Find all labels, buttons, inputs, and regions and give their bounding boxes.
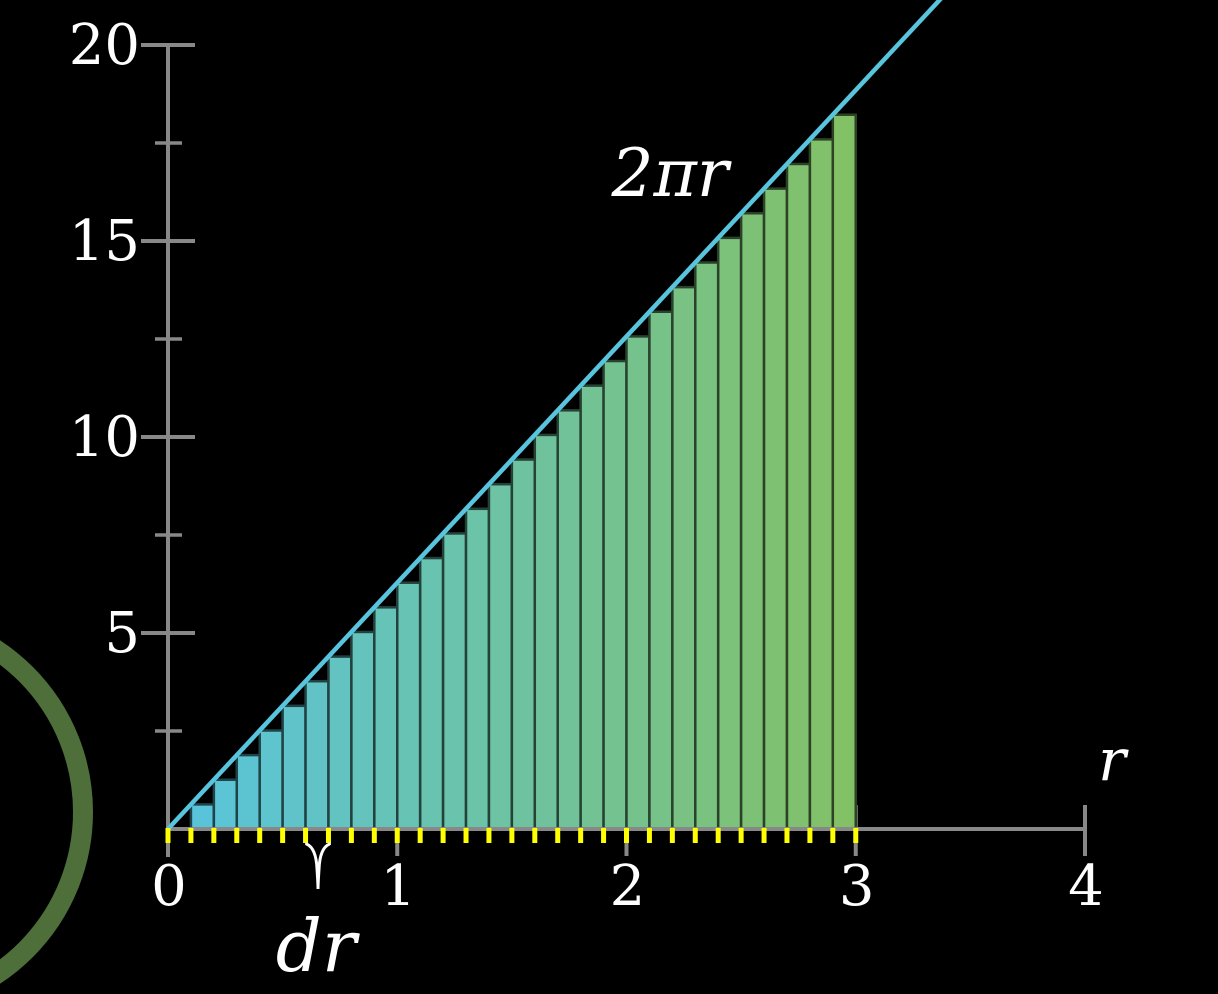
riemann-bar (396, 581, 422, 831)
riemann-bar (831, 113, 858, 831)
riemann-bar (716, 236, 743, 831)
riemann-bar (602, 359, 628, 831)
riemann-bar (556, 409, 582, 831)
riemann-bar (418, 556, 445, 831)
y-tick-label-15: 15 (69, 209, 140, 274)
riemann-bar (762, 187, 789, 831)
riemann-bar (373, 606, 399, 831)
curve-label: 2πr (611, 135, 732, 212)
dr-underbrace-icon (305, 842, 331, 890)
chart-layers: 0 1 2 3 4 5 10 15 20 (0, 0, 1104, 984)
y-tick-label-10: 10 (69, 405, 140, 470)
y-tick-label-20: 20 (69, 13, 140, 78)
dr-label: dr (276, 904, 360, 988)
riemann-bar (235, 753, 261, 831)
riemann-bar (212, 778, 239, 831)
x-tick-label-1: 1 (380, 854, 416, 919)
riemann-bar (785, 162, 812, 831)
riemann-bar (533, 433, 559, 831)
riemann-bar (281, 704, 307, 831)
riemann-bar (441, 532, 468, 831)
riemann-bar (350, 630, 376, 831)
riemann-bar (671, 285, 697, 831)
riemann-bar (694, 261, 720, 831)
circle-arc (0, 640, 93, 984)
riemann-bar (625, 335, 651, 831)
riemann-bar (487, 482, 514, 831)
riemann-bar (258, 729, 284, 831)
x-axis-title: r (1098, 726, 1129, 794)
riemann-bar (739, 211, 766, 831)
x-tick-label-0: 0 (151, 854, 187, 919)
x-tick-label-4: 4 (1068, 854, 1104, 919)
y-tick-label-5: 5 (104, 601, 140, 666)
riemann-bar (648, 310, 674, 831)
x-tick-label-3: 3 (839, 854, 875, 919)
riemann-bar (304, 679, 330, 831)
riemann-bar (579, 384, 605, 831)
riemann-bar (510, 458, 537, 831)
x-tick-label-2: 2 (610, 854, 646, 919)
riemann-bar (464, 507, 491, 831)
graph-line-2pir (166, 0, 943, 831)
riemann-bar (327, 655, 353, 831)
riemann-bar (808, 138, 835, 831)
riemann-bar (189, 803, 216, 831)
